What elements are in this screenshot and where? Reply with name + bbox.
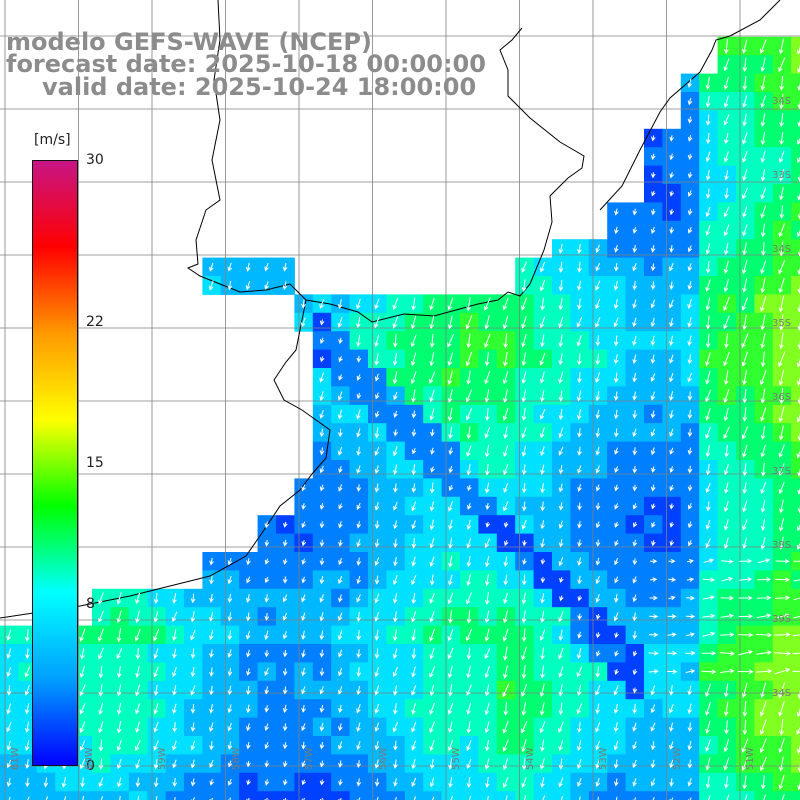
title-model: modelo GEFS-WAVE (NCEP) (6, 28, 372, 56)
latitude-label: 34S (772, 244, 792, 255)
title-forecast-date: forecast date: 2025-10-18 00:00:00 (6, 50, 486, 78)
colorbar-tick-label: 15 (86, 455, 104, 471)
colorbar-unit: [m/s] (34, 132, 71, 148)
latitude-label: 36S (772, 392, 792, 403)
latitude-label: 38S (772, 540, 792, 551)
latitude-label: 35S (772, 318, 792, 329)
longitude-label: 51W (745, 747, 756, 770)
latitude-label: 33S (772, 170, 792, 181)
longitude-label: 52W (671, 747, 683, 770)
longitude-label: 56W (377, 747, 389, 770)
latitude-label: 34S (772, 688, 792, 699)
latitude-label: 34S (772, 96, 792, 107)
latitude-label: 39S (772, 614, 792, 625)
colorbar-tick-label: 30 (86, 152, 104, 168)
longitude-label: 55W (451, 747, 462, 770)
longitude-label: 59W (157, 747, 168, 770)
wind-direction-arrows (6, 38, 800, 800)
longitude-label: 61W (10, 747, 21, 770)
longitude-label: 60W (83, 747, 95, 770)
colorbar-tick-label: 0 (86, 758, 95, 774)
longitude-label: 54W (524, 747, 536, 770)
colorbar-tick-label: 22 (86, 313, 104, 330)
latitude-label: 37S (772, 466, 792, 477)
colorbar (32, 160, 78, 766)
title-valid-date: valid date: 2025-10-24 18:00:00 (42, 73, 477, 101)
longitude-label: 57W (304, 747, 315, 770)
colorbar-tick-label: 8 (86, 596, 95, 613)
longitude-label: 58W (230, 747, 242, 770)
coastline (0, 0, 781, 619)
longitude-label: 53W (598, 747, 609, 770)
